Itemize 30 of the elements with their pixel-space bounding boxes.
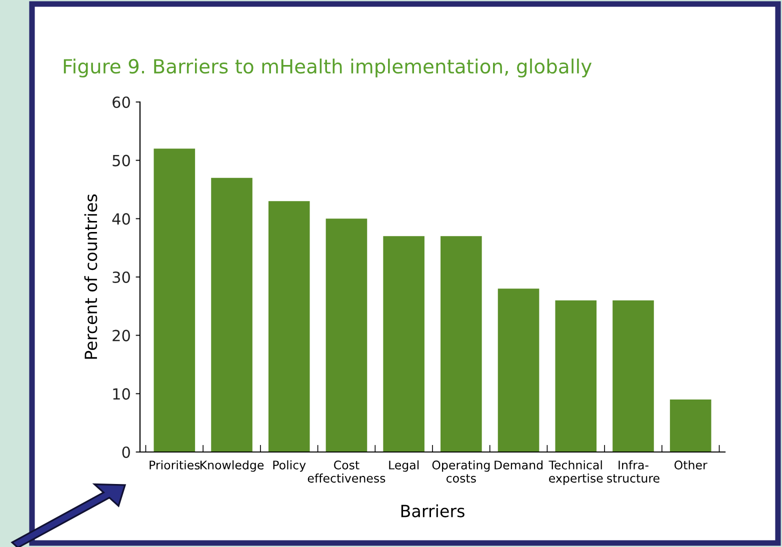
x-tick-label: Other	[674, 460, 708, 470]
chart-title: Figure 9. Barriers to mHealth implementation, globally	[64, 58, 592, 78]
bar	[612, 300, 654, 452]
y-tick-label: 30	[112, 271, 130, 284]
bar	[326, 218, 368, 452]
y-tick-label: 20	[112, 330, 130, 342]
x-tick-label: Operating costs	[432, 460, 490, 483]
bar	[670, 400, 712, 452]
bar	[211, 178, 252, 452]
x-tick-label: Legal	[389, 460, 419, 472]
x-tick-label: Priorities	[150, 460, 200, 470]
x-tick-label: Knowledge	[200, 460, 264, 472]
x-axis-title: Barriers	[401, 504, 464, 518]
y-tick-label: 10	[113, 388, 130, 400]
x-tick-label: Cost effectiveness	[308, 460, 386, 483]
bar	[440, 236, 482, 452]
bar	[154, 148, 196, 452]
y-tick-label: 0	[122, 446, 130, 458]
y-tick-label: 40	[112, 213, 130, 225]
bar	[268, 201, 310, 452]
bar	[383, 236, 424, 452]
x-tick-label: Infra- structure	[607, 460, 660, 483]
y-axis-title: Percent of countries	[84, 194, 98, 359]
y-tick-label: 50	[112, 154, 130, 166]
x-tick-label: Technical expertise	[548, 460, 603, 485]
bar	[498, 288, 540, 452]
bar	[555, 300, 597, 452]
x-tick-label: Demand	[494, 460, 542, 470]
x-tick-label: Policy	[273, 460, 306, 472]
y-tick-label: 60	[112, 96, 130, 108]
